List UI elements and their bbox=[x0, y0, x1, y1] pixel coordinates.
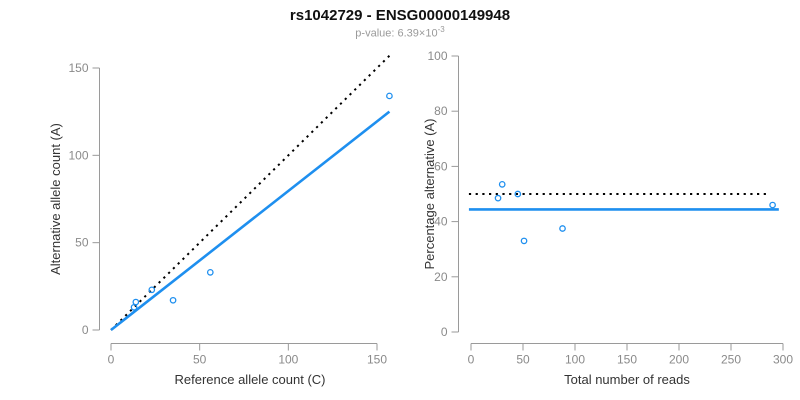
right-y-axis-label: Percentage alternative (A) bbox=[422, 118, 437, 270]
data-point bbox=[386, 92, 393, 100]
y-tick-label: 80 bbox=[434, 104, 448, 118]
data-point bbox=[498, 180, 506, 188]
right-panel: 0 20 40 60 80 100 0 50 100 150 200 250 300 bbox=[427, 49, 793, 367]
x-tick-label: 200 bbox=[669, 353, 689, 367]
y-tick-label: 0 bbox=[82, 323, 89, 337]
y-tick-label: 60 bbox=[434, 159, 448, 173]
y-tick-label: 100 bbox=[68, 148, 88, 162]
left-y-axis-label: Alternative allele count (A) bbox=[48, 123, 63, 275]
x-tick-label: 0 bbox=[468, 353, 475, 367]
y-tick-label: 50 bbox=[75, 236, 89, 250]
x-tick-label: 300 bbox=[773, 353, 793, 367]
pvalue-text: p-value: 6.39×10 bbox=[355, 27, 438, 40]
y-tick-label: 40 bbox=[434, 215, 448, 229]
right-x-axis-label: Total number of reads bbox=[564, 372, 690, 387]
x-tick-label: 0 bbox=[108, 353, 115, 367]
x-tick-label: 150 bbox=[617, 353, 637, 367]
y-tick-label: 150 bbox=[68, 61, 88, 75]
x-tick-label: 100 bbox=[565, 353, 585, 367]
left-panel: 0 50 100 150 0 50 100 150 bbox=[68, 55, 393, 367]
data-point bbox=[132, 298, 140, 306]
data-point bbox=[148, 286, 156, 294]
pvalue-exponent: -3 bbox=[437, 25, 445, 34]
x-tick-label: 100 bbox=[278, 353, 298, 367]
y-tick-label: 100 bbox=[427, 49, 447, 63]
left-x-axis-label: Reference allele count (C) bbox=[174, 372, 326, 387]
x-tick-label: 250 bbox=[721, 353, 741, 367]
data-point bbox=[514, 190, 522, 198]
data-point bbox=[494, 194, 502, 202]
data-point bbox=[206, 269, 214, 276]
data-point bbox=[559, 225, 566, 232]
x-tick-label: 50 bbox=[516, 353, 530, 367]
x-tick-label: 50 bbox=[193, 353, 207, 367]
y-tick-label: 20 bbox=[434, 270, 448, 284]
identity-line bbox=[110, 55, 391, 331]
data-point bbox=[769, 201, 776, 209]
y-tick-label: 0 bbox=[441, 325, 448, 339]
page-title: rs1042729 - ENSG00000149948 bbox=[289, 7, 511, 24]
pvalue-subtitle: p-value: 6.39×10-3 bbox=[0, 25, 800, 40]
x-tick-label: 150 bbox=[367, 353, 387, 367]
data-point bbox=[169, 296, 177, 304]
data-point bbox=[520, 237, 528, 245]
fit-line bbox=[110, 110, 391, 332]
